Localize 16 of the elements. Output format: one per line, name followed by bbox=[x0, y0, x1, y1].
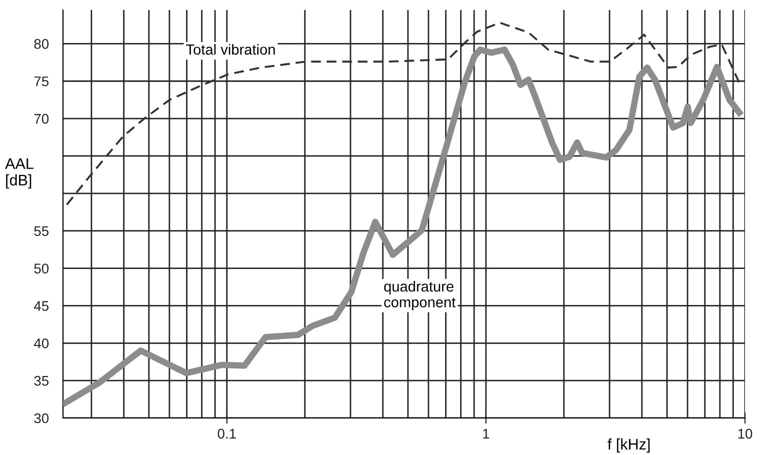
x-tick-label: 10 bbox=[738, 428, 752, 439]
x-tick-label: 0.1 bbox=[218, 428, 236, 439]
series-label: quadrature component bbox=[384, 280, 456, 310]
y-axis-title: AAL [dB] bbox=[5, 158, 34, 189]
y-tick-label: 80 bbox=[34, 39, 49, 49]
y-tick-label: 50 bbox=[34, 264, 49, 274]
y-tick-label: 70 bbox=[34, 114, 49, 124]
y-tick-label: 75 bbox=[34, 76, 49, 86]
y-tick-label: 55 bbox=[34, 226, 49, 236]
y-tick-label: 35 bbox=[34, 376, 49, 386]
y-tick-label: 40 bbox=[34, 338, 49, 348]
series-label: Total vibration bbox=[186, 44, 275, 55]
x-axis-title: f [kHz] bbox=[608, 438, 650, 453]
x-tick-label: 1 bbox=[483, 428, 490, 438]
y-tick-label: 30 bbox=[34, 413, 49, 424]
y-tick-label: 45 bbox=[34, 301, 49, 311]
